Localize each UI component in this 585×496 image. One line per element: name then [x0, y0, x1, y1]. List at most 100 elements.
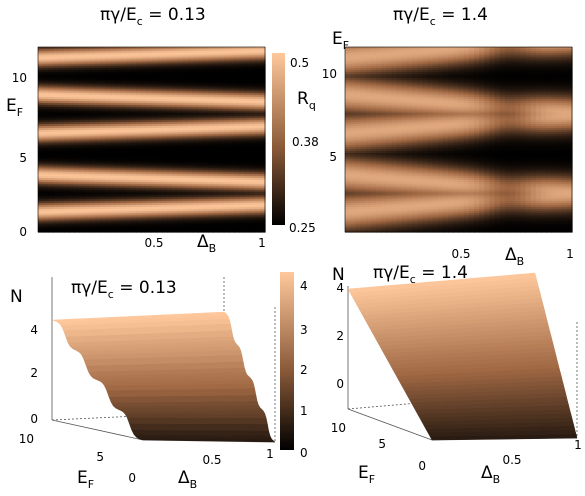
heatmap-cell	[208, 68, 215, 71]
heatmap-cell	[218, 195, 225, 198]
heatmap-cell	[228, 152, 235, 156]
heatmap-cell	[151, 72, 158, 75]
heatmap-cell	[192, 139, 199, 143]
heatmap-cell	[192, 189, 199, 193]
heatmap-cell	[99, 126, 106, 129]
heatmap-cell	[146, 193, 153, 196]
heatmap-cell	[53, 100, 60, 104]
heatmap-cell	[259, 206, 266, 210]
heatmap-cell	[350, 131, 356, 135]
heatmap-cell	[136, 106, 142, 110]
heatmap-cell	[345, 102, 351, 106]
heatmap-cell	[370, 77, 377, 81]
heatmap-cell	[166, 112, 173, 116]
heatmap-cell	[115, 172, 122, 175]
heatmap-cell	[38, 68, 44, 71]
heatmap-cell	[172, 168, 178, 171]
heatmap-cell	[182, 178, 189, 181]
heatmap-cell	[239, 66, 245, 69]
heatmap-cell	[223, 151, 230, 154]
heatmap-cell	[130, 83, 137, 87]
heatmap-cell	[136, 81, 142, 85]
heatmap-cell	[161, 79, 168, 83]
heatmap-cell	[79, 226, 86, 229]
heatmap-cell	[218, 152, 225, 156]
heatmap-cell	[74, 83, 80, 87]
heatmap-cell	[99, 193, 106, 196]
heatmap-cell	[228, 127, 235, 131]
heatmap-cell	[345, 137, 351, 141]
heatmap-cell	[254, 160, 261, 164]
heatmap-cell	[249, 87, 256, 90]
heatmap-cell	[151, 56, 158, 60]
heatmap-cell	[365, 122, 372, 125]
heatmap-cell	[63, 60, 70, 64]
heatmap-cell	[192, 112, 199, 116]
heatmap-cell	[53, 166, 60, 170]
heatmap-cell	[228, 50, 235, 54]
heatmap-cell	[146, 110, 153, 114]
heatmap-cell	[244, 216, 251, 220]
heatmap-cell	[365, 102, 372, 106]
heatmap-cell	[244, 75, 251, 79]
heatmap-cell	[38, 89, 44, 92]
heatmap-cell	[223, 141, 230, 144]
heatmap-cell	[244, 87, 251, 90]
heatmap-cell	[130, 129, 137, 133]
heatmap-cell	[43, 47, 49, 50]
heatmap-cell	[259, 58, 266, 62]
heatmap-cell	[136, 133, 142, 137]
heatmap-cell	[197, 102, 204, 106]
heatmap-cell	[99, 230, 106, 233]
heatmap-cell	[43, 114, 49, 117]
heatmap-cell	[79, 85, 86, 89]
heatmap-cell	[63, 224, 70, 227]
heatmap-cell	[166, 104, 173, 108]
heatmap-cell	[177, 127, 184, 131]
heatmap-cell	[197, 222, 204, 225]
heatmap-cell	[94, 112, 101, 116]
heatmap-cell	[239, 170, 245, 173]
heatmap-cell	[223, 208, 230, 212]
heatmap-cell	[370, 154, 377, 158]
heatmap-cell	[192, 131, 199, 135]
heatmap-cell	[223, 131, 230, 135]
heatmap-cell	[234, 99, 240, 102]
heatmap-cell	[105, 208, 111, 212]
heatmap-cell	[172, 154, 178, 158]
heatmap-cell	[166, 176, 173, 179]
heatmap-cell	[48, 154, 55, 158]
heatmap-cell	[89, 185, 96, 189]
heatmap-cell	[53, 79, 60, 83]
heatmap-cell	[192, 114, 199, 117]
heatmap-cell	[345, 216, 351, 220]
heatmap-cell	[105, 181, 111, 185]
heatmap-cell	[244, 151, 251, 154]
heatmap-cell	[141, 149, 147, 152]
heatmap-cell	[203, 126, 209, 129]
heatmap-cell	[375, 48, 382, 52]
heatmap-cell	[89, 133, 96, 137]
heatmap-cell	[218, 187, 225, 191]
heatmap-cell	[177, 106, 184, 110]
heatmap-cell	[125, 195, 132, 198]
heatmap-cell	[74, 91, 80, 94]
heatmap-cell	[146, 147, 153, 150]
heatmap-cell	[197, 168, 204, 171]
heatmap-cell	[345, 166, 351, 170]
heatmap-cell	[120, 201, 127, 204]
heatmap-cell	[182, 212, 189, 216]
heatmap-cell	[79, 133, 86, 137]
heatmap-cell	[115, 203, 122, 206]
heatmap-cell	[223, 230, 230, 233]
heatmap-cell	[130, 185, 137, 189]
heatmap-cell	[228, 48, 235, 52]
heatmap-cell	[234, 139, 240, 143]
heatmap-cell	[234, 129, 240, 133]
heatmap-cell	[136, 218, 142, 222]
heatmap-cell	[48, 226, 55, 229]
heatmap-cell	[110, 56, 116, 60]
heatmap-cell	[259, 191, 266, 195]
heatmap-cell	[381, 129, 387, 133]
heatmap-cell	[249, 52, 256, 56]
